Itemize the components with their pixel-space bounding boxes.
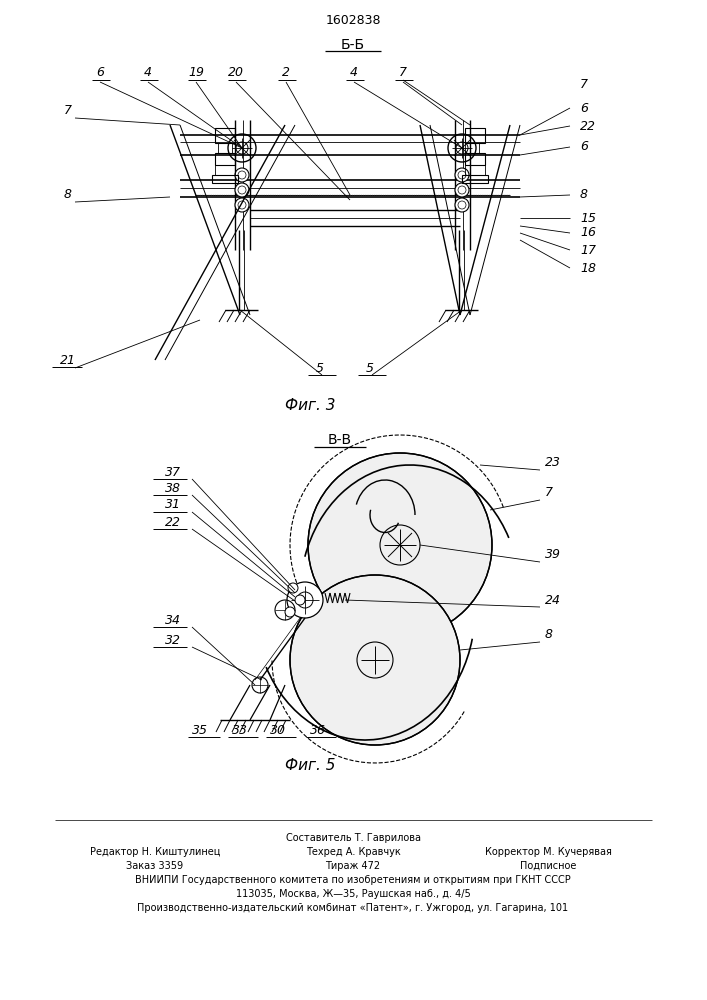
Circle shape <box>235 183 249 197</box>
Circle shape <box>287 582 323 618</box>
Text: Тираж 472: Тираж 472 <box>325 861 380 871</box>
Text: 5: 5 <box>366 361 374 374</box>
Text: Корректор М. Кучерявая: Корректор М. Кучерявая <box>484 847 612 857</box>
Text: Редактор Н. Киштулинец: Редактор Н. Киштулинец <box>90 847 221 857</box>
Text: Заказ 3359: Заказ 3359 <box>127 861 184 871</box>
Text: 1602838: 1602838 <box>325 13 381 26</box>
Circle shape <box>288 583 298 593</box>
Circle shape <box>235 198 249 212</box>
Bar <box>465 143 479 153</box>
Text: Производственно-издательский комбинат «Патент», г. Ужгород, ул. Гагарина, 101: Производственно-издательский комбинат «П… <box>137 903 568 913</box>
Text: 8: 8 <box>545 629 553 642</box>
Circle shape <box>235 168 249 182</box>
Bar <box>212 175 238 183</box>
Bar <box>462 175 488 183</box>
Circle shape <box>455 183 469 197</box>
Text: 7: 7 <box>580 79 588 92</box>
Text: Подписное: Подписное <box>520 861 576 871</box>
Text: Фиг. 5: Фиг. 5 <box>285 758 335 772</box>
Text: 30: 30 <box>270 724 286 736</box>
Text: 31: 31 <box>165 498 181 512</box>
Bar <box>218 143 232 153</box>
Text: 23: 23 <box>545 456 561 470</box>
Text: 22: 22 <box>165 516 181 528</box>
Text: В-В: В-В <box>328 433 352 447</box>
Text: 18: 18 <box>580 261 596 274</box>
Circle shape <box>295 595 305 605</box>
Bar <box>465 128 485 143</box>
Text: 8: 8 <box>64 188 72 202</box>
Text: 6: 6 <box>580 140 588 153</box>
Bar <box>465 165 485 175</box>
Text: 19: 19 <box>188 66 204 80</box>
Circle shape <box>290 575 460 745</box>
Circle shape <box>285 607 295 617</box>
Text: 32: 32 <box>165 634 181 647</box>
Text: Техред А. Кравчук: Техред А. Кравчук <box>305 847 400 857</box>
Text: 39: 39 <box>545 548 561 562</box>
Text: 35: 35 <box>192 724 208 736</box>
Text: 34: 34 <box>165 613 181 626</box>
Bar <box>215 165 235 175</box>
Circle shape <box>455 198 469 212</box>
Text: 33: 33 <box>232 724 248 736</box>
Text: 8: 8 <box>580 188 588 202</box>
Text: 5: 5 <box>316 361 324 374</box>
Bar <box>215 128 235 143</box>
Text: Б-Б: Б-Б <box>341 38 365 52</box>
Text: 2: 2 <box>282 66 290 80</box>
Text: 37: 37 <box>165 466 181 479</box>
Bar <box>215 153 235 165</box>
Text: 20: 20 <box>228 66 244 80</box>
Text: 16: 16 <box>580 227 596 239</box>
Text: 24: 24 <box>545 593 561 606</box>
Text: 6: 6 <box>580 102 588 114</box>
Text: 4: 4 <box>350 66 358 80</box>
Text: 15: 15 <box>580 212 596 225</box>
Circle shape <box>308 453 492 637</box>
Text: 7: 7 <box>399 66 407 80</box>
Text: 17: 17 <box>580 243 596 256</box>
Text: 7: 7 <box>545 487 553 499</box>
Text: Составитель Т. Гаврилова: Составитель Т. Гаврилова <box>286 833 421 843</box>
Text: 38: 38 <box>165 482 181 494</box>
Text: 21: 21 <box>60 354 76 366</box>
Text: 6: 6 <box>96 66 104 80</box>
Text: 4: 4 <box>144 66 152 80</box>
Text: 7: 7 <box>64 104 72 116</box>
Bar <box>465 153 485 165</box>
Circle shape <box>455 168 469 182</box>
Text: 113035, Москва, Ж—35, Раушская наб., д. 4/5: 113035, Москва, Ж—35, Раушская наб., д. … <box>235 889 470 899</box>
Text: Фиг. 3: Фиг. 3 <box>285 397 335 412</box>
Text: 22: 22 <box>580 119 596 132</box>
Text: 36: 36 <box>310 724 326 736</box>
Text: ВНИИПИ Государственного комитета по изобретениям и открытиям при ГКНТ СССР: ВНИИПИ Государственного комитета по изоб… <box>135 875 571 885</box>
